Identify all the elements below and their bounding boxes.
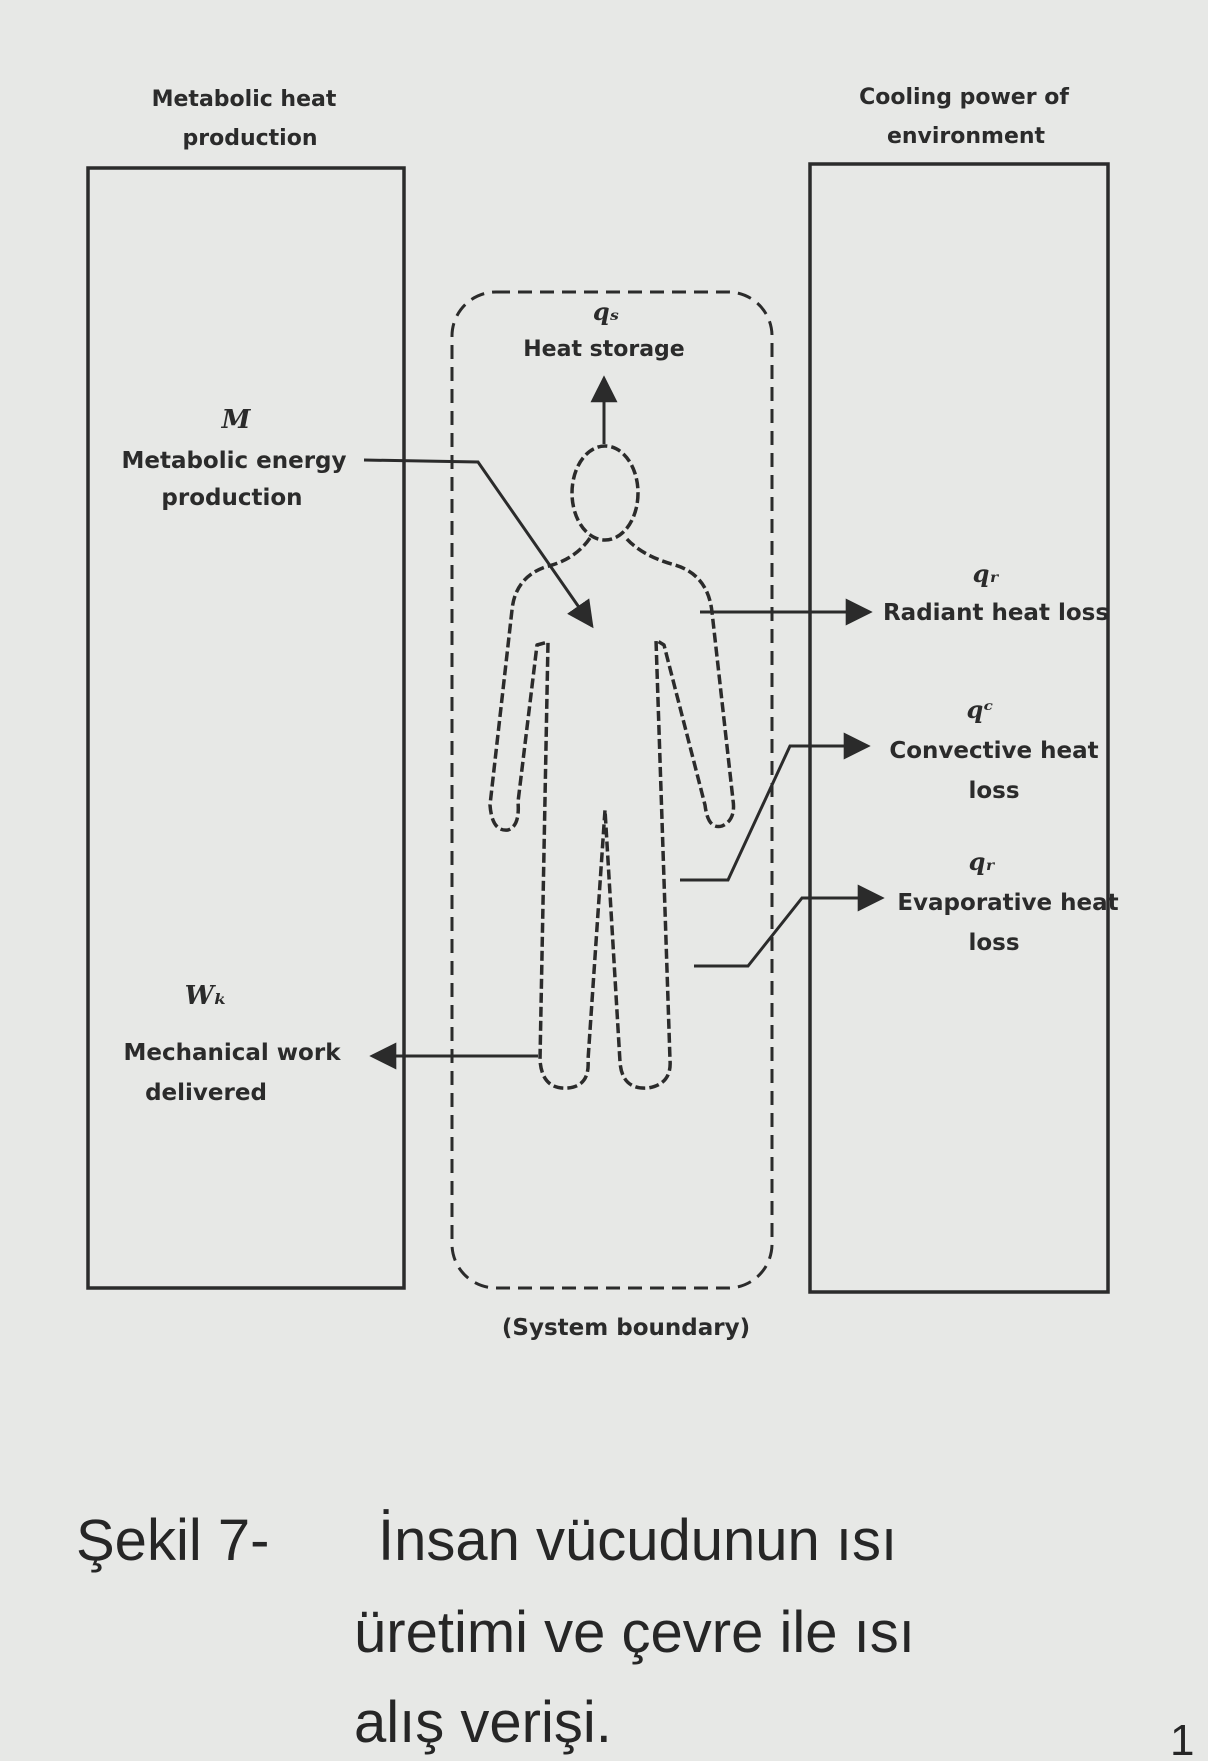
figure-head: [570, 444, 640, 542]
convective-heat-symbol: qᶜ: [966, 695, 993, 724]
convective-heat-label-line1: Convective heat: [889, 738, 1098, 764]
right-box-title-line1: Cooling power of: [859, 85, 1069, 110]
evaporative-heat-arrow: [694, 884, 885, 968]
mechanical-work-symbol: Wₖ: [185, 981, 228, 1011]
caption-line3: alış verişi.: [354, 1690, 612, 1755]
mechanical-work-label-line1: Mechanical work: [123, 1040, 341, 1066]
left-box-title-line1: Metabolic heat: [152, 87, 337, 112]
right-box-title-line2: environment: [887, 124, 1046, 149]
metabolic-energy-symbol: M: [221, 405, 252, 435]
metabolic-energy-label-line1: Metabolic energy: [121, 448, 346, 474]
caption-prefix: Şekil 7-: [76, 1508, 269, 1573]
caption-line2: üretimi ve çevre ile ısı: [354, 1600, 915, 1665]
convective-heat-arrow: [680, 732, 871, 882]
system-boundary-label: (System boundary): [502, 1315, 750, 1341]
metabolic-energy-arrow: [363, 458, 594, 629]
caption-line1: İnsan vücudunun ısı: [378, 1508, 897, 1573]
radiant-heat-symbol: qᵣ: [973, 559, 1000, 588]
heat-storage-label: Heat storage: [523, 337, 684, 362]
radiant-heat-label: Radiant heat loss: [883, 600, 1109, 626]
figure-body-outline: [488, 536, 736, 1090]
cooling-power-environment-box: [808, 162, 1110, 1294]
metabolic-energy-label-line2: production: [161, 485, 302, 511]
mechanical-work-label-line2: delivered: [145, 1080, 267, 1106]
evaporative-heat-label-line2: loss: [968, 930, 1019, 956]
metabolic-heat-production-box: [86, 166, 406, 1290]
system-boundary-outline: [450, 290, 774, 1290]
evaporative-heat-symbol: qᵣ: [969, 847, 996, 876]
heat-storage-symbol: qₛ: [593, 297, 619, 326]
evaporative-heat-label-line1: Evaporative heat: [897, 890, 1118, 916]
page-number: 1: [1170, 1716, 1194, 1761]
human-figure: [488, 444, 736, 1090]
convective-heat-label-line2: loss: [968, 778, 1019, 804]
left-box-title-line2: production: [183, 126, 318, 151]
